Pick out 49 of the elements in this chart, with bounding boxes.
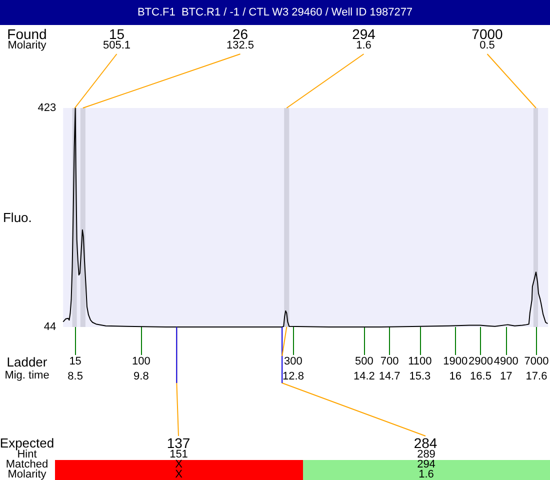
text: 289 bbox=[417, 448, 436, 460]
x-tick-label: 17.6 bbox=[526, 370, 548, 382]
data-label: 700 bbox=[380, 356, 399, 368]
data-label: 7000 bbox=[524, 356, 549, 368]
x-tick-label: 16.5 bbox=[470, 370, 492, 382]
text: X bbox=[175, 458, 182, 470]
annotation: 7000 bbox=[472, 26, 503, 42]
text: Molarity bbox=[8, 40, 46, 52]
data-label: 500 bbox=[354, 356, 374, 368]
x-tick-label: 16 bbox=[449, 370, 462, 382]
annotation: 505.1 bbox=[102, 40, 131, 52]
data-label: 4900 bbox=[494, 356, 518, 368]
annotation: 137 bbox=[166, 435, 190, 451]
x-tick-label: 9.8 bbox=[134, 370, 149, 382]
x-tick-label: 12.8 bbox=[282, 370, 304, 382]
x-tick-label: 15.3 bbox=[409, 370, 431, 382]
chart-title: BTC.F1 BTC.R1 / -1 / CTL W3 29460 / Well ID 1987277 bbox=[137, 6, 413, 18]
annotation: 284 bbox=[414, 435, 438, 451]
y-axis-title: Fluo. bbox=[2, 210, 32, 225]
text: Molarity bbox=[8, 468, 46, 480]
annotation: 294 bbox=[352, 26, 376, 42]
text: Matched bbox=[6, 458, 48, 470]
data-label: 1100 bbox=[408, 356, 432, 368]
data-label: 2900 bbox=[468, 356, 493, 368]
data-label: 1900 bbox=[443, 356, 468, 368]
y-tick-label: 423 bbox=[38, 102, 56, 114]
text: 294 bbox=[417, 458, 436, 470]
annotation: 0.5 bbox=[480, 40, 495, 52]
annotation: 1.6 bbox=[356, 40, 372, 52]
x-tick-label: 17 bbox=[500, 370, 512, 382]
annotation: 15 bbox=[108, 26, 125, 42]
text: Hint bbox=[17, 448, 37, 460]
x-tick-label: 14.2 bbox=[353, 370, 375, 382]
y-tick-label: 44 bbox=[44, 321, 56, 333]
text: X bbox=[175, 468, 182, 480]
text: Ladder bbox=[6, 354, 48, 370]
annotation: 132.5 bbox=[226, 40, 254, 52]
text: 151 bbox=[170, 448, 188, 460]
x-tick-label: 14.7 bbox=[378, 370, 400, 382]
data-label: 300 bbox=[284, 356, 302, 368]
annotation: 26 bbox=[232, 26, 248, 42]
x-axis-title: Mig. time bbox=[4, 370, 50, 382]
data-label: 15 bbox=[69, 356, 82, 368]
x-tick-label: 8.5 bbox=[68, 370, 83, 382]
text: Expected bbox=[0, 436, 54, 450]
data-label: 100 bbox=[132, 356, 150, 368]
line-series bbox=[62, 108, 548, 328]
text: 1.6 bbox=[418, 468, 434, 480]
text: Found bbox=[7, 26, 47, 42]
